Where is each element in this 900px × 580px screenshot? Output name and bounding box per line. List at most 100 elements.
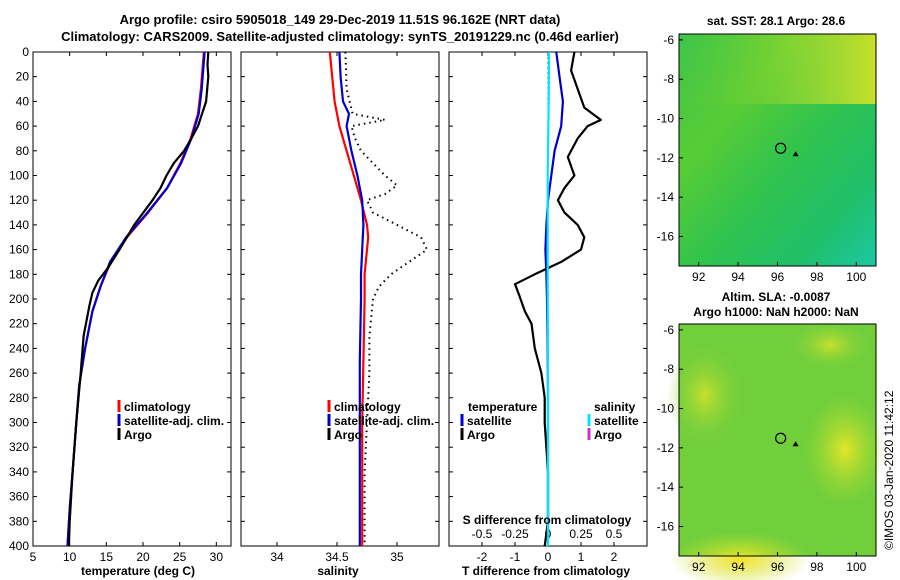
x-tick-label: 1: [578, 550, 585, 564]
sla-map-high-2: [805, 395, 885, 505]
depth-tick-label: 180: [9, 267, 29, 281]
map-y-tick-label: -16: [657, 520, 675, 534]
map-x-tick-label: 98: [810, 270, 824, 284]
legend-label-argo: Argo: [334, 428, 362, 442]
legend-label-argo: Argo: [124, 428, 152, 442]
depth-tick-label: 300: [9, 416, 29, 430]
map-y-tick-label: -6: [663, 323, 674, 337]
x-tick-label: -2: [477, 550, 488, 564]
series-satellite-adj-clim-: [338, 52, 365, 546]
series-satellite-adj-clim-: [66, 52, 206, 546]
sst-map-title: sat. SST: 28.1 Argo: 28.6: [707, 14, 846, 28]
map-y-tick-label: -8: [663, 362, 674, 376]
map-y-tick-label: -6: [663, 33, 674, 47]
series-climatology: [328, 52, 370, 546]
difference-legend: temperature salinity satellite Argo sate…: [460, 400, 639, 442]
depth-tick-label: 360: [9, 490, 29, 504]
depth-tick-label: 200: [9, 292, 29, 306]
map-y-tick-label: -14: [657, 480, 675, 494]
series-climatology: [66, 52, 205, 546]
legend-header-temperature: temperature: [468, 400, 538, 414]
map-x-tick-label: 100: [846, 270, 866, 284]
figure-title-line1: Argo profile: csiro 5905018_149 29-Dec-2…: [120, 12, 561, 27]
argo-position-marker: [775, 142, 787, 154]
map-x-tick-label: 92: [692, 270, 706, 284]
depth-tick-label: 220: [9, 317, 29, 331]
map-y-tick-label: -12: [657, 151, 675, 165]
depth-tick-label: 380: [9, 514, 29, 528]
depth-tick-label: 400: [9, 539, 29, 553]
legend-label-temp-argo: Argo: [467, 428, 495, 442]
s-tick-label: -0.25: [501, 527, 529, 541]
depth-tick-label: 40: [16, 94, 30, 108]
x-axis-label-sdiff: S difference from climatology: [463, 513, 632, 527]
x-tick-label: 10: [63, 550, 77, 564]
map-y-tick-label: -10: [657, 112, 675, 126]
float-triangle-marker: [792, 151, 799, 157]
x-tick-label: 5: [30, 550, 37, 564]
x-tick-label: 34.5: [325, 550, 349, 564]
map-y-tick-label: -10: [657, 402, 675, 416]
x-tick-label: -1: [510, 550, 521, 564]
map-y-tick-label: -12: [657, 441, 675, 455]
depth-tick-label: 60: [16, 119, 30, 133]
map-y-tick-label: -8: [663, 72, 674, 86]
x-axis-label-tdiff: T difference from climatology: [462, 564, 630, 578]
x-tick-label: 25: [173, 550, 187, 564]
x-axis-label-salinity: salinity: [317, 564, 359, 578]
map-y-tick-label: -16: [657, 230, 675, 244]
map-x-tick-label: 96: [771, 270, 785, 284]
map-y-tick-label: -14: [657, 190, 675, 204]
s-tick-label: 0.5: [606, 527, 623, 541]
depth-tick-label: 80: [16, 144, 30, 158]
sst-map: sat. SST: 28.1 Argo: 28.6: [678, 14, 877, 267]
side-stamp: ©IMOS 03-Jan-2020 11:42:12: [882, 390, 896, 550]
temperature-legend: climatology satellite-adj. clim. Argo: [117, 400, 224, 442]
sla-map-high-1: [667, 345, 743, 445]
s-tick-label: -0.5: [472, 527, 493, 541]
depth-tick-label: 340: [9, 465, 29, 479]
map-x-tick-label: 94: [731, 270, 745, 284]
depth-tick-label: 240: [9, 341, 29, 355]
x-tick-label: 0: [545, 550, 552, 564]
x-tick-label: 20: [136, 550, 150, 564]
map-x-tick-label: 96: [771, 560, 785, 574]
map-x-tick-label: 94: [731, 560, 745, 574]
legend-label-temp-satellite: satellite: [467, 414, 512, 428]
series-salinity-satellite: [546, 52, 551, 546]
x-axis-label-temperature: temperature (deg C): [81, 564, 195, 578]
depth-tick-label: 140: [9, 218, 29, 232]
sla-map-title: Altim. SLA: -0.0087: [722, 290, 831, 304]
depth-tick-label: 260: [9, 366, 29, 380]
depth-tick-label: 320: [9, 440, 29, 454]
temperature-plot-frame: [32, 51, 232, 547]
x-tick-label: 15: [100, 550, 114, 564]
legend-label-satellite: satellite-adj. clim.: [334, 414, 434, 428]
map-x-tick-label: 92: [692, 560, 706, 574]
map-x-tick-label: 98: [810, 560, 824, 574]
sla-map: Altim. SLA: -0.0087 Argo h1000: NaN h200…: [667, 290, 885, 580]
depth-tick-label: 280: [9, 391, 29, 405]
figure-title-line2: Climatology: CARS2009. Satellite-adjuste…: [61, 29, 619, 44]
x-tick-label: 2: [611, 550, 618, 564]
x-tick-label: 34: [270, 550, 284, 564]
series-argo: [67, 52, 210, 546]
depth-tick-label: 120: [9, 193, 29, 207]
depth-tick-label: 100: [9, 169, 29, 183]
series-argo: [344, 52, 428, 546]
legend-label-climatology: climatology: [334, 400, 401, 414]
depth-tick-label: 160: [9, 243, 29, 257]
sst-map-warm-band: [679, 34, 876, 104]
sla-map-subtitle: Argo h1000: NaN h2000: NaN: [693, 305, 858, 319]
legend-header-salinity: salinity: [594, 400, 636, 414]
s-tick-label: 0.25: [569, 527, 593, 541]
argo-position-marker: [775, 432, 787, 444]
depth-tick-label: 20: [16, 70, 30, 84]
sla-map-high-4: [790, 320, 870, 370]
legend-label-sal-argo: Argo: [594, 428, 622, 442]
x-tick-label: 30: [210, 550, 224, 564]
legend-label-sal-satellite: satellite: [594, 414, 639, 428]
float-triangle-marker: [792, 441, 799, 447]
legend-label-climatology: climatology: [124, 400, 191, 414]
